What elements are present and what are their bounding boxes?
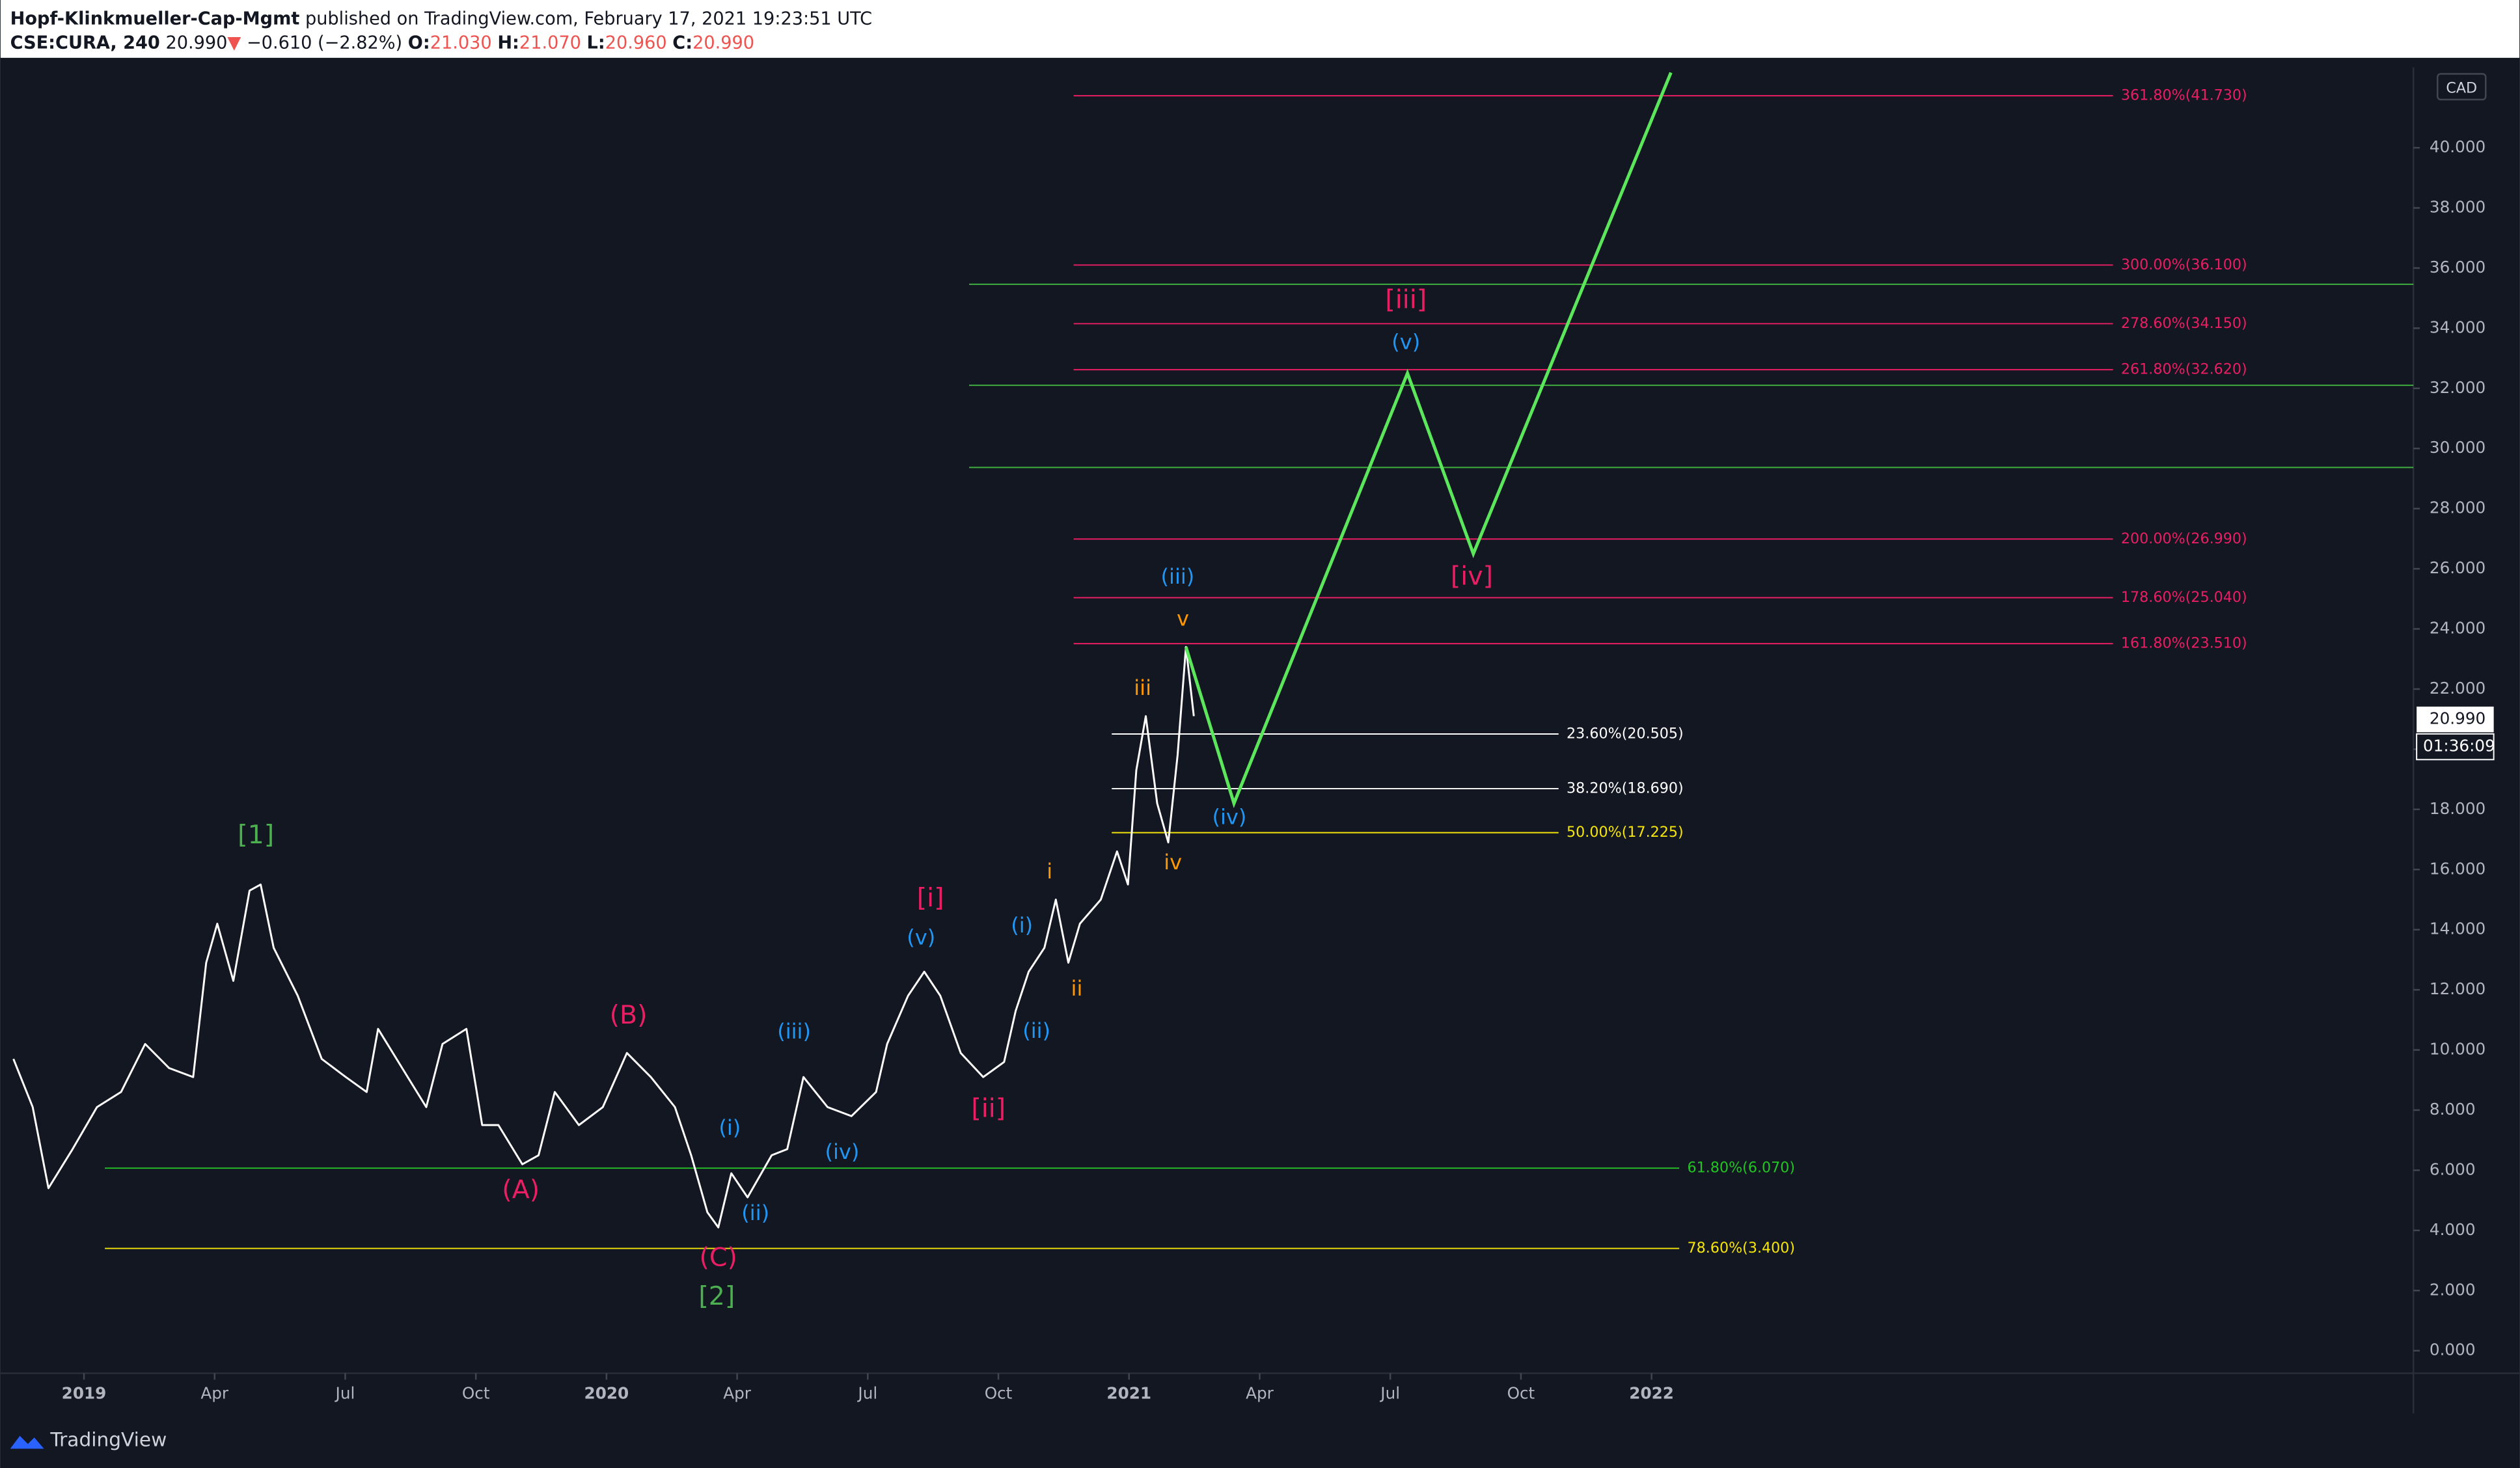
fib-label: 161.80%(23.510) (2121, 635, 2247, 652)
y-tick-label: 38.000 (2430, 197, 2486, 216)
y-tick-label: 24.000 (2430, 619, 2486, 638)
wave-label: (A) (502, 1175, 540, 1205)
low: 20.960 (605, 33, 667, 53)
x-tick-label: Oct (985, 1383, 1013, 1402)
y-tick-label: 18.000 (2430, 799, 2486, 818)
x-tick-label: 2022 (1629, 1383, 1674, 1402)
wave-label: (v) (1391, 329, 1420, 354)
fib-label: 50.00%(17.225) (1567, 824, 1684, 841)
fib-label: 278.60%(34.150) (2121, 315, 2247, 332)
arrow: ▼ (227, 33, 241, 53)
x-tick-label: 2021 (1106, 1383, 1151, 1402)
x-tick-label: 2020 (584, 1383, 629, 1402)
y-tick-label: 30.000 (2430, 438, 2486, 457)
countdown: 01:36:09 (2423, 737, 2495, 755)
currency: CAD (2446, 79, 2477, 96)
wave-label: (iv) (1212, 805, 1246, 830)
fib-label: 78.60%(3.400) (1688, 1240, 1796, 1257)
x-tick-label: Oct (462, 1383, 490, 1402)
symbol: CSE:CURA, 240 (10, 33, 160, 53)
wave-label: [iii] (1385, 284, 1427, 314)
wave-label: (iv) (825, 1139, 860, 1164)
author: Hopf-Klinkmueller-Cap-Mgmt (10, 8, 300, 29)
wave-label: v (1177, 606, 1189, 631)
x-tick-label: Apr (723, 1383, 752, 1402)
wave-label: iv (1164, 850, 1182, 875)
wave-label: [1] (238, 820, 274, 850)
wave-label: (iii) (1161, 564, 1195, 589)
y-tick-label: 34.000 (2430, 318, 2486, 336)
fib-label: 261.80%(32.620) (2121, 361, 2247, 378)
wave-label: i (1047, 859, 1052, 884)
wave-label: [ii] (971, 1093, 1006, 1123)
fib-label: 200.00%(26.990) (2121, 530, 2247, 547)
x-tick-label: Oct (1507, 1383, 1535, 1402)
o-label: O: (408, 33, 430, 53)
wave-label: (B) (610, 1000, 648, 1030)
projection-line (1184, 72, 1673, 809)
y-tick-label: 8.000 (2430, 1100, 2476, 1119)
c-label: C: (672, 33, 692, 53)
brand-logo (10, 1435, 44, 1449)
last: 20.990 (165, 33, 227, 53)
wave-label: iii (1134, 675, 1151, 700)
last-price-box (2417, 706, 2494, 733)
fib-label: 178.60%(25.040) (2121, 589, 2247, 606)
x-tick-label: Apr (1246, 1383, 1274, 1402)
last-price: 20.990 (2430, 709, 2486, 728)
countdown-box (2416, 733, 2495, 761)
fib-label: 361.80%(41.730) (2121, 87, 2247, 104)
fib-label: 300.00%(36.100) (2121, 256, 2247, 273)
wave-label: (i) (1011, 913, 1033, 938)
published: published on TradingView.com, February 1… (305, 8, 872, 29)
wave-label: (ii) (741, 1201, 769, 1225)
open: 21.030 (430, 33, 492, 53)
wave-label: ii (1071, 976, 1083, 1001)
fib-label: 38.20%(18.690) (1567, 780, 1684, 796)
header-line: Hopf-Klinkmueller-Cap-Mgmt published on … (10, 8, 872, 29)
chart-bg (0, 57, 2520, 1468)
wave-label: (C) (700, 1243, 737, 1273)
wave-label: (v) (907, 925, 935, 950)
price-line (12, 646, 1195, 1229)
wave-label: [2] (698, 1281, 735, 1311)
x-tick-label: Jul (856, 1383, 877, 1402)
y-tick-label: 36.000 (2430, 258, 2486, 277)
y-tick-label: 26.000 (2430, 558, 2486, 577)
y-tick-label: 6.000 (2430, 1160, 2476, 1178)
close: 20.990 (692, 33, 754, 53)
y-tick-label: 0.000 (2430, 1340, 2476, 1359)
wave-label: (iii) (777, 1019, 811, 1044)
y-tick-label: 12.000 (2430, 979, 2486, 998)
wave-label: (ii) (1022, 1018, 1050, 1043)
x-tick-label: Apr (200, 1383, 229, 1402)
ohlc-line: CSE:CURA, 240 20.990▼ −0.610 (−2.82%) O:… (10, 33, 754, 53)
l-label: L: (587, 33, 605, 53)
wave-label: [i] (917, 883, 944, 913)
y-tick-label: 22.000 (2430, 679, 2486, 698)
x-tick-label: Jul (1379, 1383, 1400, 1402)
x-tick-label: Jul (335, 1383, 355, 1402)
y-tick-label: 2.000 (2430, 1280, 2476, 1299)
y-tick-label: 14.000 (2430, 919, 2486, 938)
high: 21.070 (519, 33, 581, 53)
y-tick-label: 32.000 (2430, 378, 2486, 397)
h-label: H: (497, 33, 519, 53)
wave-label: (i) (719, 1115, 741, 1140)
wave-label: [iv] (1451, 561, 1493, 591)
y-tick-label: 4.000 (2430, 1220, 2476, 1239)
fib-label: 61.80%(6.070) (1688, 1160, 1796, 1176)
y-tick-label: 16.000 (2430, 859, 2486, 878)
y-tick-label: 10.000 (2430, 1040, 2486, 1059)
y-tick-label: 28.000 (2430, 498, 2486, 517)
y-tick-label: 40.000 (2430, 137, 2486, 156)
x-tick-label: 2019 (62, 1383, 107, 1402)
change: −0.610 (−2.82%) (247, 33, 402, 53)
brand: TradingView (49, 1429, 167, 1451)
currency-box (2437, 73, 2487, 101)
fib-label: 23.60%(20.505) (1567, 726, 1684, 742)
